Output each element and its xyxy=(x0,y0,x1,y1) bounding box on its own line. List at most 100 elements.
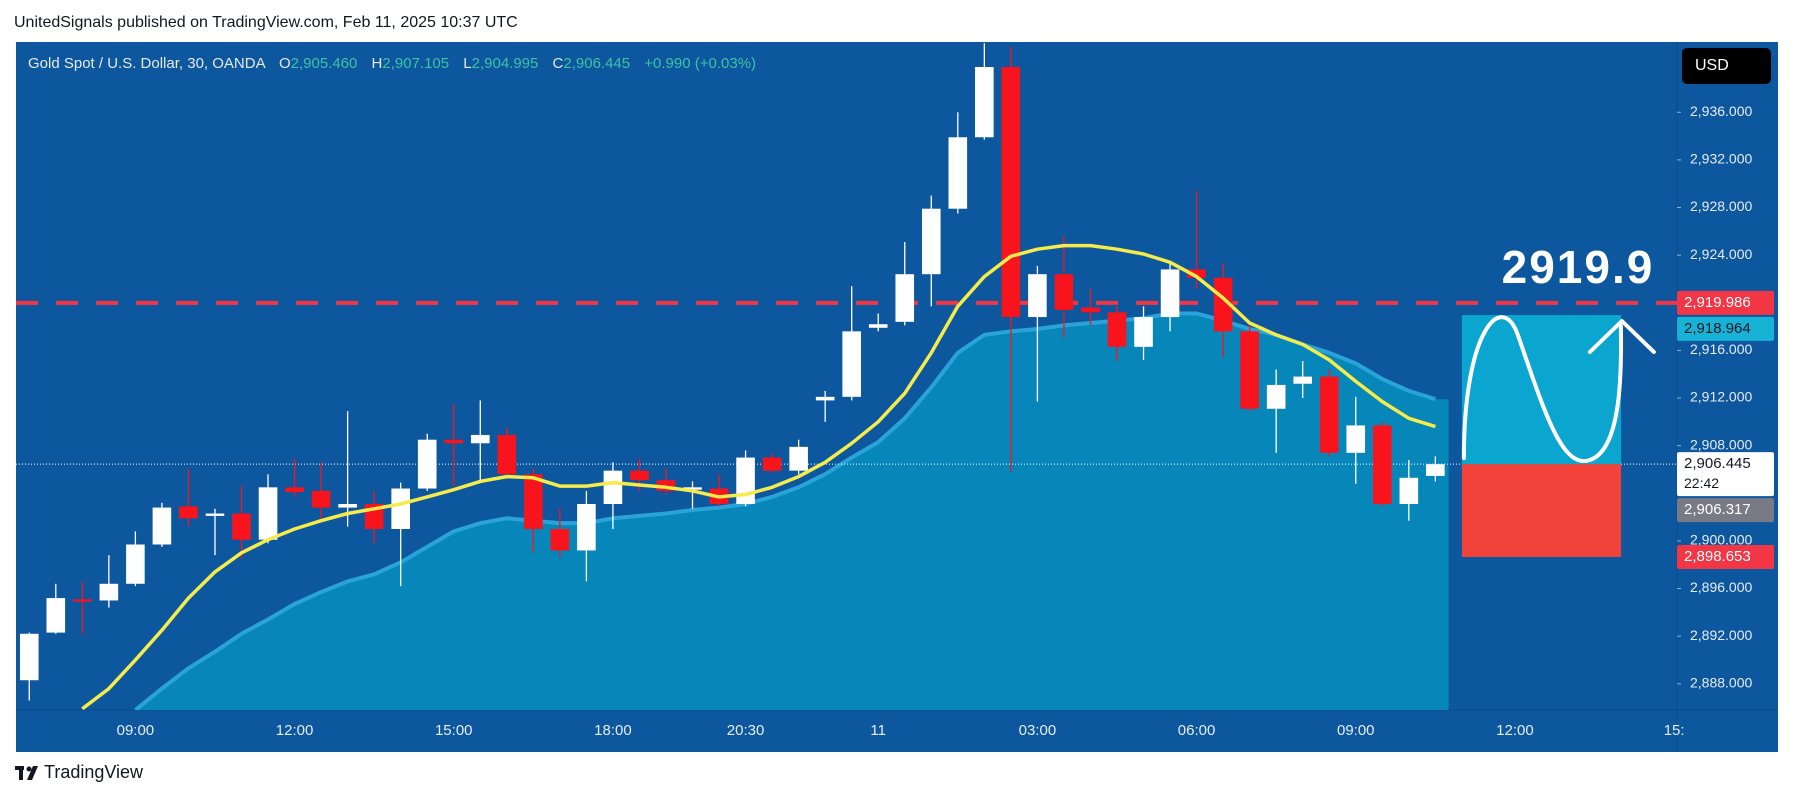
price-tag-countdown: 22:42 xyxy=(1684,475,1719,491)
candle-body xyxy=(975,67,994,138)
candle-body xyxy=(921,208,941,275)
currency-badge[interactable] xyxy=(1682,48,1771,84)
low-label: L xyxy=(463,55,471,72)
footer-brand: TradingView xyxy=(44,762,144,782)
candle-body xyxy=(258,487,278,540)
y-tick-label: 2,924.000 xyxy=(1690,246,1752,262)
price-tag xyxy=(1677,544,1774,569)
x-tick-label: 18:00 xyxy=(594,722,632,739)
open-value: 2,905.460 xyxy=(291,55,358,72)
publish-header: UnitedSignals published on TradingView.c… xyxy=(14,14,518,31)
x-tick-label: 15:00 xyxy=(435,722,473,739)
y-tick-label: 2,900.000 xyxy=(1690,532,1752,548)
candle-body xyxy=(789,446,808,471)
forecast-curve xyxy=(1461,315,1624,464)
candle-body xyxy=(1293,376,1313,384)
candle-body xyxy=(550,529,570,551)
symbol-legend: Gold Spot / U.S. Dollar, 30, OANDA O2,90… xyxy=(28,55,756,72)
candle-body xyxy=(73,599,92,602)
y-tick-label: 2,932.000 xyxy=(1690,151,1752,167)
high-value: 2,907.105 xyxy=(382,55,449,72)
candle-body xyxy=(1319,376,1339,453)
price-tag-label: 2,918.964 xyxy=(1684,320,1751,337)
price-annotation: 2919.9 xyxy=(1502,241,1655,293)
close-value: 2,906.445 xyxy=(563,55,630,72)
forecast-arrowhead xyxy=(1587,319,1656,354)
logo-part xyxy=(26,766,32,772)
symbol: Gold Spot / U.S. Dollar, 30, OANDA xyxy=(28,55,266,72)
y-tick-label: 2,892.000 xyxy=(1690,627,1752,643)
price-tag-label: 2,906.317 xyxy=(1684,501,1751,518)
x-tick-label: 12:00 xyxy=(1496,722,1534,739)
y-tick-label: 2,912.000 xyxy=(1690,389,1752,405)
low-value: 2,904.995 xyxy=(472,55,539,72)
candle-body xyxy=(1187,269,1206,278)
x-tick-label: 09:00 xyxy=(117,722,155,739)
x-tick-label: 09:00 xyxy=(1337,722,1375,739)
x-tick-label: 11 xyxy=(870,722,886,739)
y-tick-label: 2,896.000 xyxy=(1690,579,1752,595)
candle-body xyxy=(630,470,649,481)
candle-body xyxy=(603,470,623,505)
y-tick-label: 2,928.000 xyxy=(1690,198,1752,214)
change-value: +0.990 (+0.03%) xyxy=(644,55,756,72)
position-loss-zone xyxy=(1461,464,1622,557)
candle-body xyxy=(948,137,968,209)
candle-body xyxy=(311,490,331,508)
candle-body xyxy=(524,474,543,530)
candle-body xyxy=(285,487,304,493)
candle-body xyxy=(179,506,198,519)
y-tick-label: 2,936.000 xyxy=(1690,103,1752,119)
close-label: C xyxy=(553,55,564,72)
axes: 2,888.000 2,892.000 2,896.000 2,900.000 2,90… xyxy=(117,103,1774,739)
candle-body xyxy=(895,274,915,322)
currency-label: USD xyxy=(1695,57,1729,74)
candle-body xyxy=(868,324,888,328)
plot-area xyxy=(16,43,1677,710)
price-tag xyxy=(1677,452,1774,497)
price-tag-label: 2,906.445 xyxy=(1684,455,1751,472)
candle-body xyxy=(232,513,251,540)
candle-body xyxy=(99,583,119,601)
candle-body xyxy=(1134,317,1153,347)
price-tag-label: 2,898.653 xyxy=(1684,548,1751,565)
open-label: O xyxy=(279,55,291,72)
candle-body xyxy=(1081,307,1100,313)
candle-body xyxy=(1399,477,1419,505)
position-profit-zone xyxy=(1461,315,1622,465)
y-tick-label: 2,908.000 xyxy=(1690,436,1752,452)
candle-body xyxy=(815,396,835,401)
candle-body xyxy=(470,434,490,444)
x-tick-label: 03:00 xyxy=(1019,722,1057,739)
candle-body xyxy=(577,504,596,551)
candle-body xyxy=(126,544,145,584)
candle-body xyxy=(338,504,357,508)
candle-body xyxy=(736,457,755,505)
candle-body xyxy=(46,598,66,633)
price-tag xyxy=(1677,498,1774,523)
candle-body xyxy=(391,488,410,530)
candle-body xyxy=(762,457,782,471)
x-tick-label: 20:30 xyxy=(727,722,765,739)
candle-body xyxy=(842,331,861,397)
candle-body xyxy=(683,487,702,490)
logo-part xyxy=(19,766,23,780)
band-area xyxy=(135,313,1449,710)
candle-body xyxy=(1028,274,1047,318)
candle-body xyxy=(205,513,225,516)
candle-body xyxy=(497,434,517,475)
candle-body xyxy=(1346,425,1366,453)
price-tag xyxy=(1677,290,1774,315)
candle-body xyxy=(152,507,172,545)
candle-body xyxy=(1107,312,1127,347)
candle-body xyxy=(1372,425,1392,505)
moving-average xyxy=(81,243,1436,710)
candle-body xyxy=(444,439,464,444)
price-tag-label: 2,919.986 xyxy=(1684,294,1751,311)
y-tick-label: 2,916.000 xyxy=(1690,341,1752,357)
price-tag xyxy=(1677,316,1774,341)
candle-body xyxy=(1266,384,1286,409)
candle-body xyxy=(19,633,39,681)
